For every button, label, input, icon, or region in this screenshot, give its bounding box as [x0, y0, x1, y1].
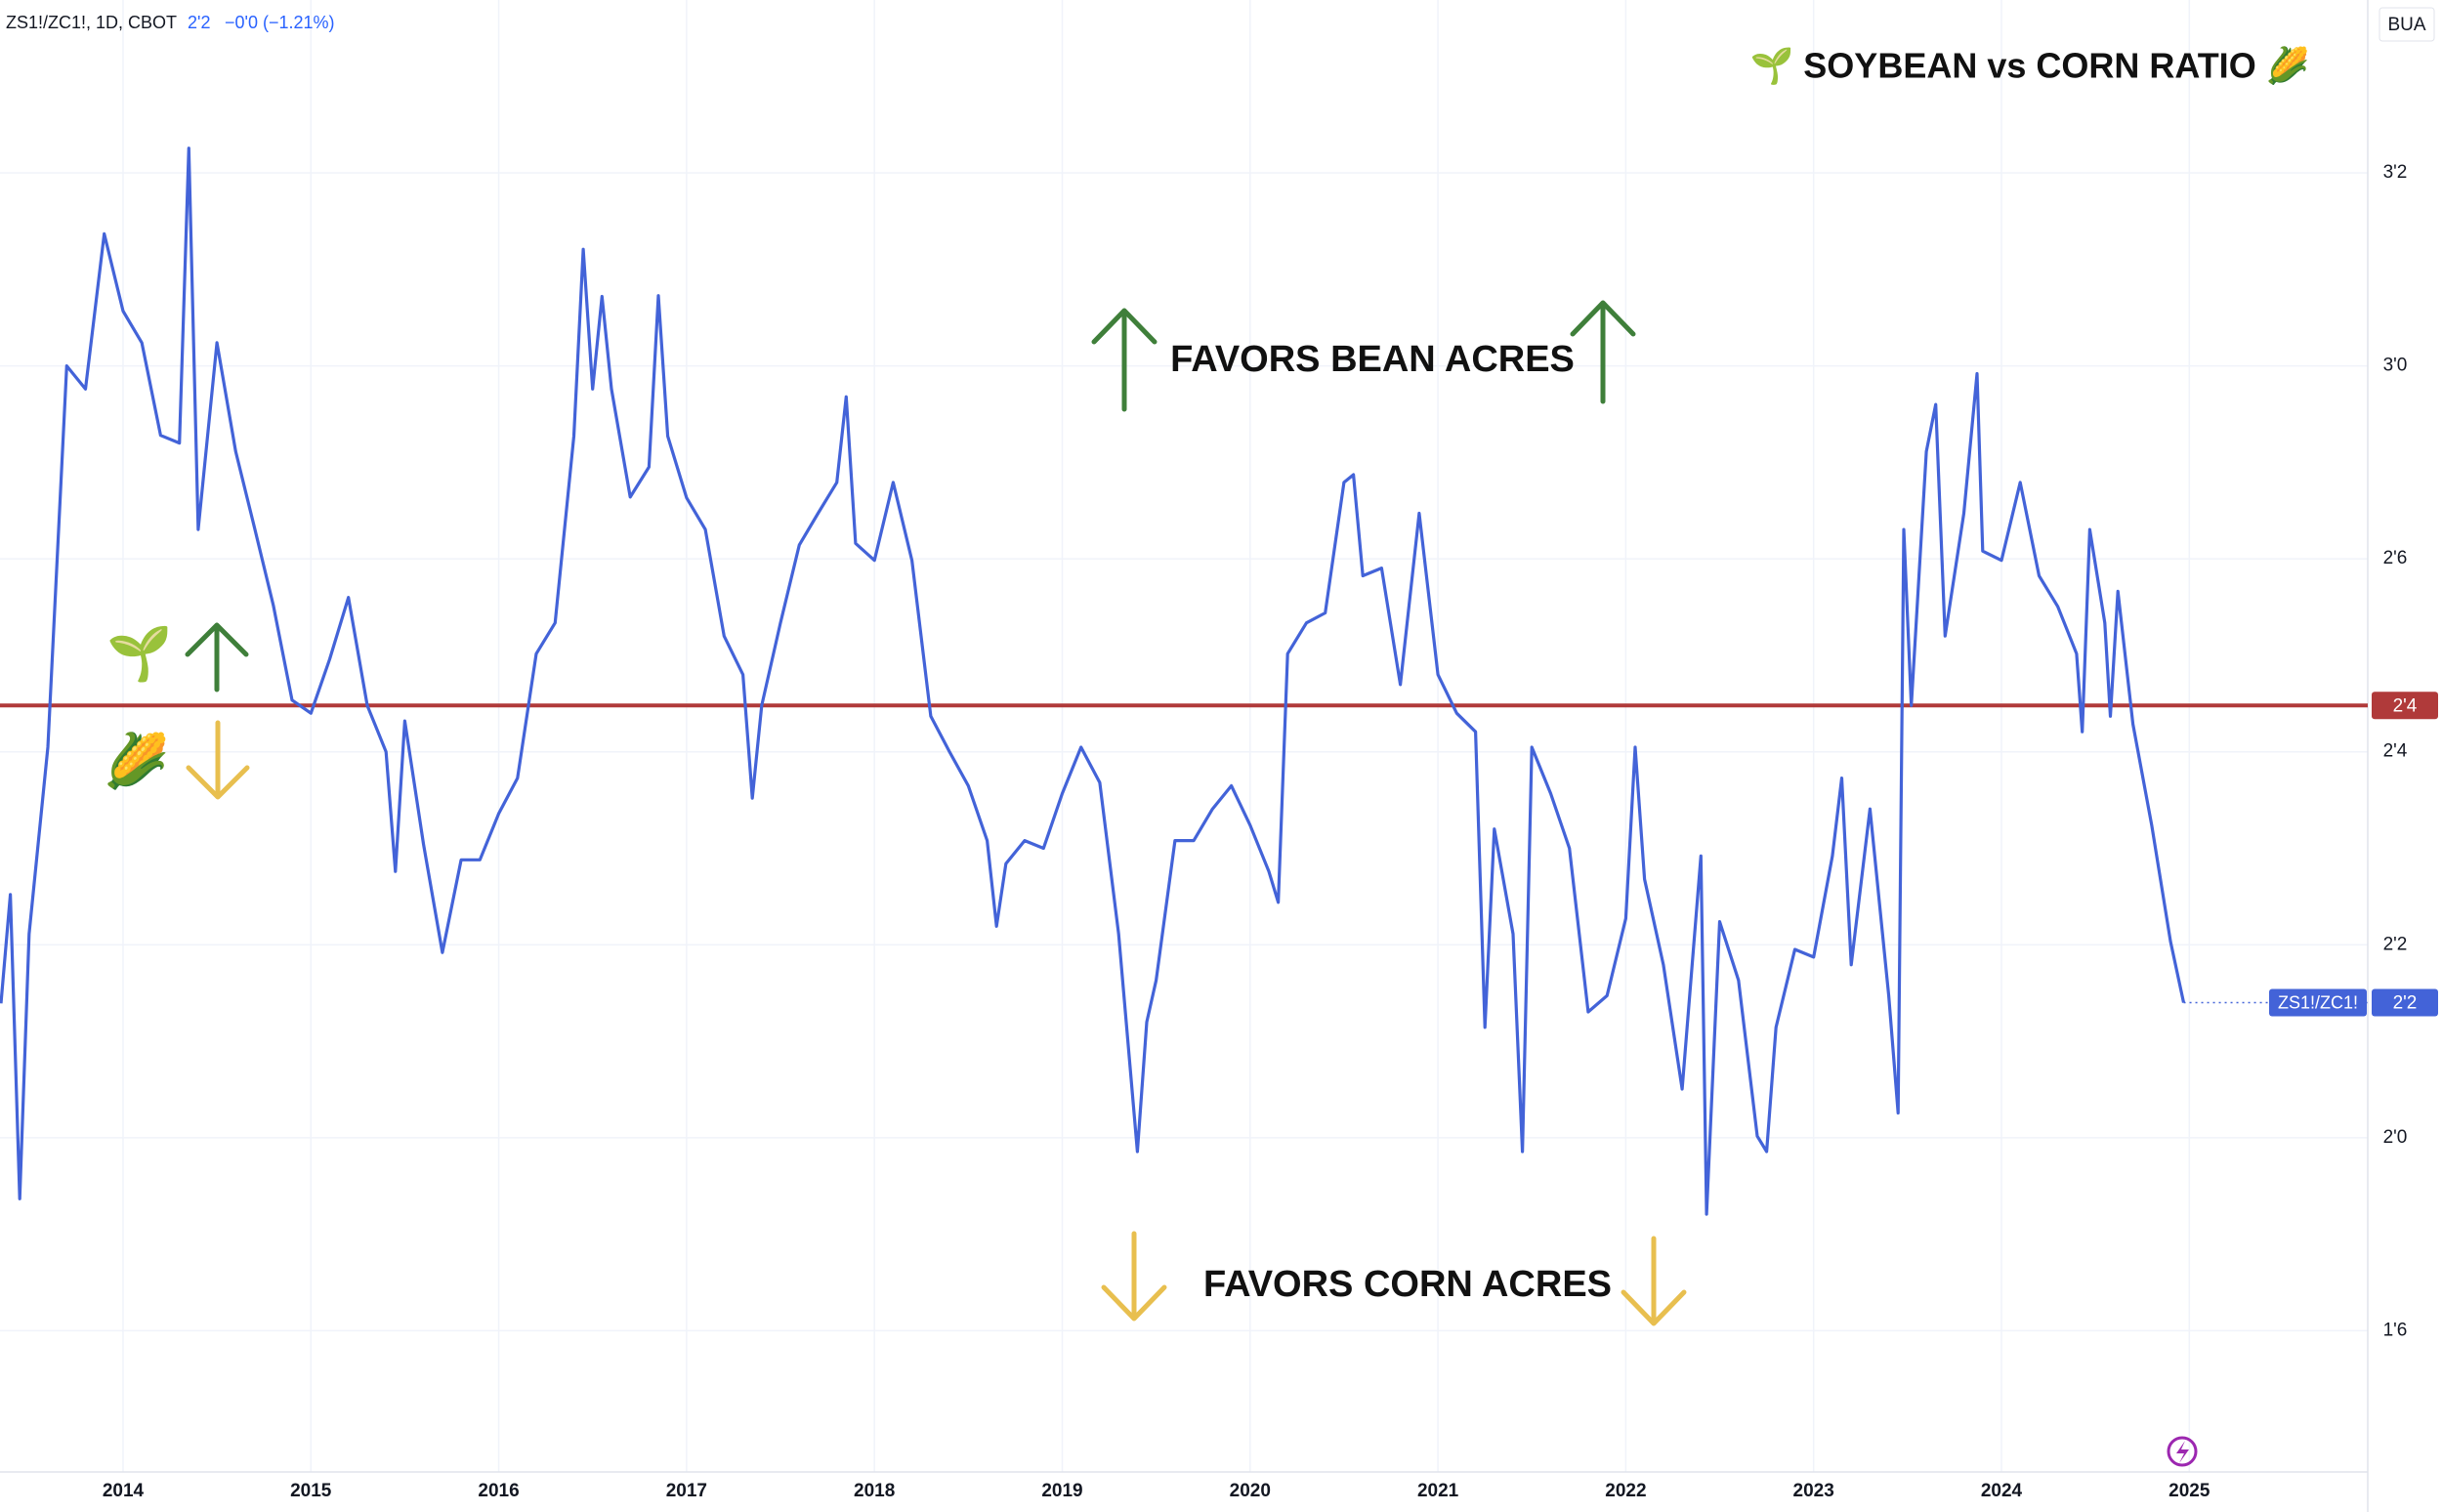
y-tick-label: 2'6 [2383, 548, 2408, 568]
alert-icon-bolt [2176, 1441, 2189, 1463]
x-tick-label: 2014 [103, 1481, 145, 1501]
x-tick-label: 2021 [1417, 1481, 1459, 1501]
y-tick-label: 3'2 [2383, 162, 2408, 183]
up-arrow [185, 300, 1636, 693]
price-change: −0'0 (−1.21%) [225, 13, 335, 32]
x-tick-label: 2024 [1981, 1481, 2023, 1501]
y-tick-label: 2'2 [2383, 934, 2408, 954]
reference-label: 2'4 [2393, 695, 2418, 716]
last-price-label: 2'2 [2393, 993, 2418, 1014]
down-arrow [186, 720, 1687, 1326]
plot-area [0, 147, 2368, 1216]
last-price: 2'2 [188, 13, 210, 32]
badge-box[interactable] [2379, 7, 2435, 42]
alert-icon[interactable] [2167, 1436, 2198, 1467]
x-tick-label: 2016 [478, 1481, 519, 1501]
last-price-box [2372, 988, 2438, 1017]
annotation: FAVORS BEAN ACRES [1170, 339, 1575, 380]
corn-icon: 🌽 [104, 729, 169, 790]
grid [0, 0, 2368, 1472]
x-tick-label: 2015 [290, 1481, 332, 1501]
x-tick-label: 2022 [1605, 1481, 1646, 1501]
x-tick-label: 2017 [666, 1481, 707, 1501]
chart-title: 🌱 SOYBEAN vs CORN RATIO 🌽 [1749, 45, 2309, 86]
symbol-label-box [2269, 988, 2367, 1017]
x-tick-label: 2020 [1230, 1481, 1271, 1501]
arrows [185, 300, 1687, 1326]
badge[interactable]: BUA [2387, 15, 2425, 35]
y-tick-label: 1'6 [2383, 1320, 2408, 1340]
y-tick-label: 2'0 [2383, 1127, 2408, 1148]
x-tick-label: 2018 [854, 1481, 895, 1501]
y-tick-label: 3'0 [2383, 356, 2408, 376]
annotation: FAVORS CORN ACRES [1203, 1264, 1612, 1305]
x-tick-label: 2025 [2168, 1481, 2210, 1501]
price-line [0, 147, 2186, 1216]
symbol-label: ZS1!/ZC1! [2278, 992, 2358, 1012]
symbol-info: ZS1!/ZC1!, 1D, CBOT [6, 13, 177, 32]
x-tick-label: 2023 [1793, 1481, 1834, 1501]
seedling-icon: 🌱 [106, 624, 172, 683]
x-tick-label: 2019 [1041, 1481, 1082, 1501]
reference-label-box [2372, 692, 2438, 720]
y-tick-label: 2'4 [2383, 741, 2408, 762]
